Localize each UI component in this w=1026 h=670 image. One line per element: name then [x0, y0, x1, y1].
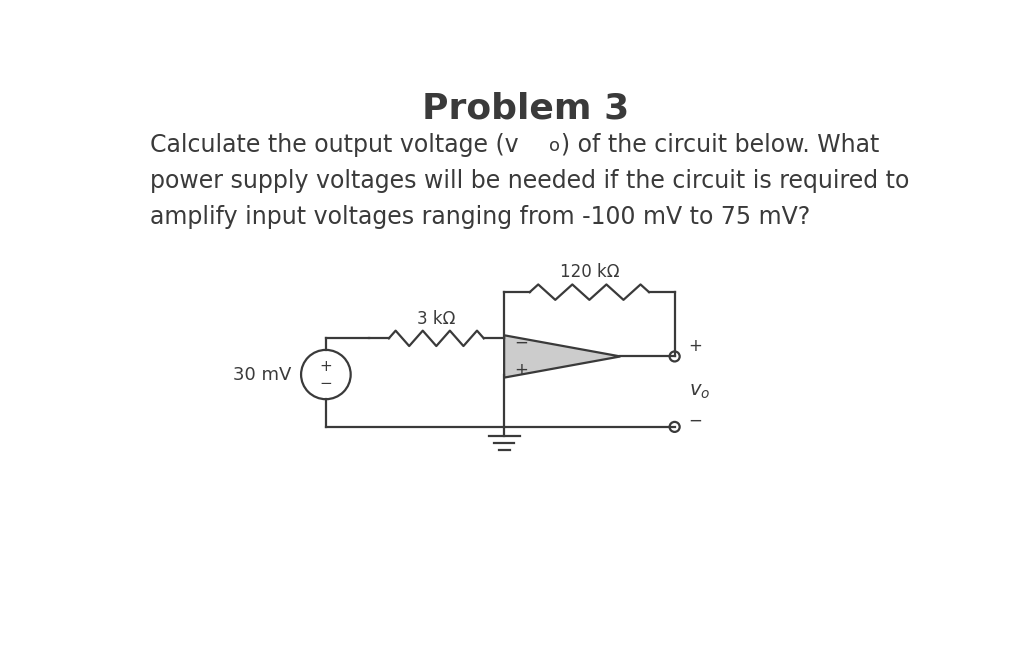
Text: amplify input voltages ranging from -100 mV to 75 mV?: amplify input voltages ranging from -100… — [150, 205, 811, 229]
Text: $v_o$: $v_o$ — [688, 382, 710, 401]
Polygon shape — [504, 335, 621, 378]
Text: 120 kΩ: 120 kΩ — [559, 263, 619, 281]
Text: −: − — [514, 334, 528, 352]
Text: 30 mV: 30 mV — [233, 366, 291, 383]
Text: ) of the circuit below. What: ) of the circuit below. What — [560, 133, 879, 157]
Text: Problem 3: Problem 3 — [423, 92, 629, 126]
Text: power supply voltages will be needed if the circuit is required to: power supply voltages will be needed if … — [150, 169, 909, 193]
Text: −: − — [688, 412, 703, 429]
Text: o: o — [549, 137, 560, 155]
Text: −: − — [319, 375, 332, 391]
Text: Calculate the output voltage (v: Calculate the output voltage (v — [150, 133, 518, 157]
Text: +: + — [319, 358, 332, 374]
Text: +: + — [688, 338, 703, 355]
Text: 3 kΩ: 3 kΩ — [418, 310, 456, 328]
Text: +: + — [514, 361, 528, 379]
